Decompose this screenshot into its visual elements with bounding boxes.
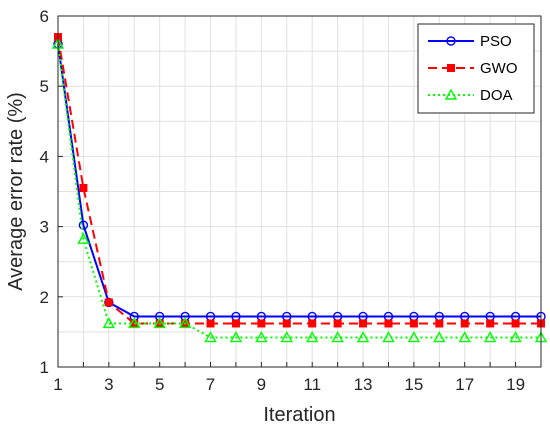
y-tick-label: 6	[40, 7, 49, 26]
data-point-doa	[458, 331, 471, 343]
x-tick-label: 1	[53, 375, 62, 394]
x-tick-label: 15	[404, 375, 423, 394]
y-tick-label: 4	[40, 147, 49, 166]
y-tick-label: 3	[40, 218, 49, 237]
data-point-doa	[356, 331, 370, 343]
data-point-gwo	[460, 319, 469, 328]
data-point-doa	[280, 331, 293, 343]
data-point-gwo	[409, 319, 418, 328]
data-point-gwo	[486, 319, 495, 328]
legend-label: DOA	[480, 87, 513, 104]
data-point-doa	[433, 331, 446, 343]
x-tick-label: 13	[354, 375, 373, 394]
data-point-doa	[178, 317, 192, 329]
legend: PSO GWO DOA	[417, 23, 535, 114]
data-point-doa	[382, 331, 395, 343]
y-tick-labels: 1 2 3 4 5 6	[40, 7, 49, 377]
x-tick-label: 7	[206, 375, 215, 394]
y-tick-label: 1	[40, 358, 49, 377]
legend-label: GWO	[480, 60, 518, 77]
data-point-gwo	[282, 319, 291, 328]
data-point-gwo	[206, 319, 215, 328]
legend-marker	[446, 36, 456, 46]
series-line-doa	[57, 43, 541, 339]
x-tick-label: 3	[104, 375, 113, 394]
x-tick-label: 19	[506, 375, 525, 394]
x-tick-label: 17	[455, 375, 474, 394]
data-point-gwo	[308, 319, 317, 328]
data-point-doa	[306, 331, 319, 343]
data-point-gwo	[435, 319, 444, 328]
y-tick-label: 5	[40, 77, 49, 96]
series-line-gwo	[57, 36, 541, 325]
x-axis-label: Iteration	[263, 404, 335, 426]
legend-marker	[447, 64, 455, 72]
data-point-doa	[407, 331, 421, 343]
x-tick-label: 9	[257, 375, 266, 394]
data-point-doa	[153, 317, 166, 329]
x-tick-label: 5	[155, 375, 164, 394]
data-point-gwo	[231, 319, 240, 328]
data-point-doa	[77, 232, 90, 244]
legend-label: PSO	[480, 33, 512, 50]
y-axis-label: Average error rate (%)	[5, 92, 27, 291]
legend-marker	[444, 88, 458, 100]
x-tick-labels: 1 3 5 7 9 11 13 15 17 19	[53, 375, 525, 394]
data-point-doa	[331, 331, 344, 343]
data-point-gwo	[79, 183, 88, 192]
data-point-doa	[509, 331, 522, 343]
data-point-gwo	[511, 319, 520, 328]
data-point-doa	[255, 331, 268, 343]
legend-box	[417, 23, 535, 114]
legend-item-pso: PSO	[428, 33, 512, 50]
x-tick-label: 11	[303, 375, 321, 394]
data-point-pso	[78, 220, 89, 230]
data-point-gwo	[257, 319, 266, 328]
data-point-gwo	[333, 319, 342, 328]
data-point-doa	[128, 317, 141, 329]
legend-item-doa: DOA	[428, 87, 513, 104]
data-point-doa	[102, 317, 116, 329]
plot-area-border	[57, 15, 542, 368]
data-point-doa	[229, 331, 243, 343]
y-tick-label: 2	[40, 288, 49, 307]
legend-item-gwo: GWO	[428, 60, 518, 77]
data-point-gwo	[359, 319, 368, 328]
data-point-doa	[204, 331, 217, 343]
data-point-doa	[483, 331, 497, 343]
data-point-gwo	[104, 298, 113, 307]
data-point-gwo	[384, 319, 393, 328]
